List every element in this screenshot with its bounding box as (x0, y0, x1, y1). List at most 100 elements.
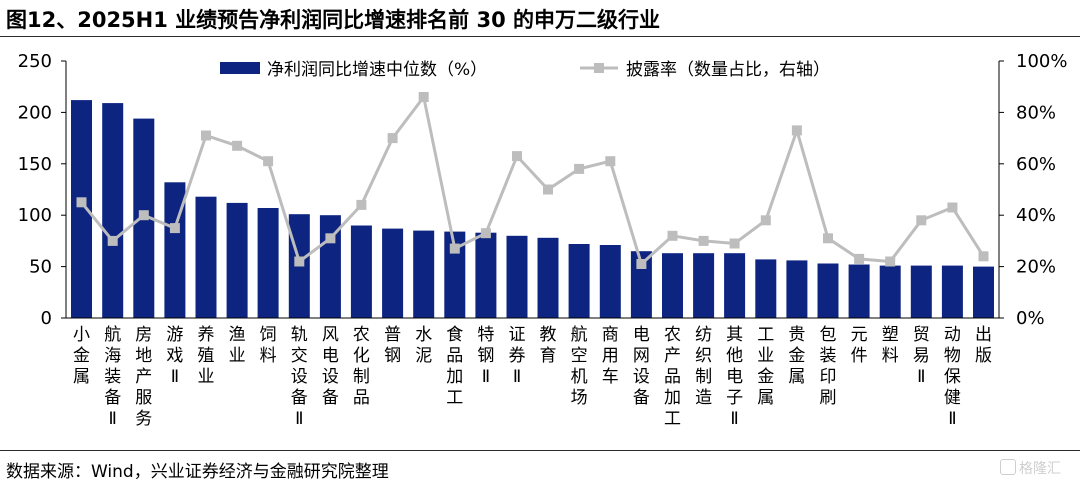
legend-swatch-bar (220, 62, 260, 74)
watermark-logo-icon (1000, 459, 1016, 475)
chart-title: 图12、2025H1 业绩预告净利润同比增速排名前 30 的申万二级行业 (6, 8, 661, 32)
bar (568, 244, 590, 318)
combo-chart: 0 50 100 150 200 250 0% 20% 40% 60% 80% 100% 小金属航海… (18, 51, 1068, 429)
watermark-text: 格隆汇 (1019, 461, 1061, 477)
bar (382, 228, 404, 318)
line-point (76, 197, 87, 208)
category-label: 水泥 (415, 325, 432, 366)
line-series (76, 92, 989, 269)
category-label: 农化制品 (353, 325, 370, 408)
footer-divider (0, 450, 1080, 451)
right-tick-label: 60% (1016, 154, 1056, 175)
category-label: 特钢 Ⅱ (477, 325, 494, 387)
line-point (512, 151, 522, 162)
title-divider (0, 36, 1080, 37)
category-label: 教育 (540, 325, 557, 366)
line-point (698, 235, 709, 246)
line-point (605, 156, 616, 167)
line-point (294, 256, 305, 267)
line-point (387, 133, 398, 144)
line-point (449, 243, 460, 254)
bar (755, 259, 777, 318)
line-point (418, 92, 429, 102)
bar (226, 202, 248, 318)
line-point (232, 140, 243, 151)
category-label: 农产品加工 (664, 325, 681, 429)
category-label: 其他电子 Ⅱ (726, 325, 743, 429)
bar (599, 245, 621, 318)
bar (879, 265, 901, 318)
category-label: 工业金属 (757, 325, 774, 408)
line-point (325, 233, 336, 244)
category-label: 渔业 (229, 325, 246, 366)
left-tick-label: 0 (41, 308, 52, 329)
line-point (543, 184, 553, 195)
category-label: 航空机场 (571, 325, 588, 408)
right-tick-label: 100% (1016, 51, 1067, 72)
line-point (169, 223, 180, 234)
bar (630, 251, 652, 318)
right-axis: 0% 20% 40% 60% 80% 100% (998, 51, 1067, 329)
line-point (107, 235, 118, 246)
bar (724, 253, 746, 318)
category-label: 动物保健 Ⅱ (944, 325, 961, 429)
line-point (729, 238, 740, 249)
left-tick-label: 100 (18, 205, 52, 226)
legend-label-line: 披露率（数量占比，右轴） (626, 60, 830, 80)
right-tick-label: 20% (1016, 257, 1056, 278)
left-tick-label: 150 (18, 154, 52, 175)
bar (506, 235, 528, 318)
bar (693, 253, 715, 318)
legend: 净利润同比增速中位数（%） 披露率（数量占比，右轴） (220, 60, 830, 80)
right-tick-label: 40% (1016, 205, 1056, 226)
line-point (356, 199, 367, 210)
bar (102, 103, 124, 318)
legend-label-bar: 净利润同比增速中位数（%） (267, 60, 487, 80)
category-label: 出版 (975, 325, 992, 366)
bar (817, 263, 839, 318)
category-label: 贵金属 (788, 325, 805, 387)
bar (973, 266, 994, 318)
source-note: 数据来源：Wind，兴业证券经济与金融研究院整理 (6, 462, 389, 482)
category-label: 包装印刷 (820, 325, 837, 408)
line-point (823, 233, 833, 244)
category-label: 游戏 Ⅱ (166, 325, 183, 387)
right-tick-label: 80% (1016, 102, 1056, 123)
bar (910, 265, 932, 318)
right-tick-label: 0% (1016, 308, 1045, 329)
line-point (885, 256, 896, 267)
category-label: 贸易 Ⅱ (913, 325, 930, 387)
bar (444, 231, 466, 318)
line-point (574, 163, 585, 174)
left-tick-label: 50 (29, 257, 52, 278)
category-label: 轨交设备 Ⅱ (291, 325, 308, 429)
watermark: 格隆汇 (1000, 458, 1061, 478)
line-point (854, 253, 865, 264)
category-label: 塑料 (882, 325, 899, 366)
line-point (138, 210, 149, 221)
category-label: 普钢 (384, 325, 401, 366)
line-point (667, 230, 678, 241)
line-point (263, 156, 274, 167)
line-point (791, 125, 802, 136)
line-point (947, 202, 958, 213)
category-label: 饲料 (260, 325, 277, 366)
bar (350, 225, 372, 318)
category-label: 元件 (851, 325, 868, 366)
category-label: 食品加工 (446, 325, 463, 408)
bar-series (71, 100, 994, 318)
left-tick-label: 200 (18, 102, 52, 123)
bar (413, 230, 435, 318)
bar (848, 264, 870, 318)
line-point (916, 215, 927, 226)
bar (662, 253, 683, 318)
category-label: 小金属 (73, 325, 90, 387)
category-label: 养殖业 (198, 325, 215, 387)
bar (71, 100, 92, 318)
line-point (760, 215, 771, 226)
bar (537, 237, 559, 318)
category-label: 房地产服务 (135, 325, 152, 429)
legend-swatch-marker (594, 63, 604, 73)
left-axis: 0 50 100 150 200 250 (18, 51, 67, 329)
